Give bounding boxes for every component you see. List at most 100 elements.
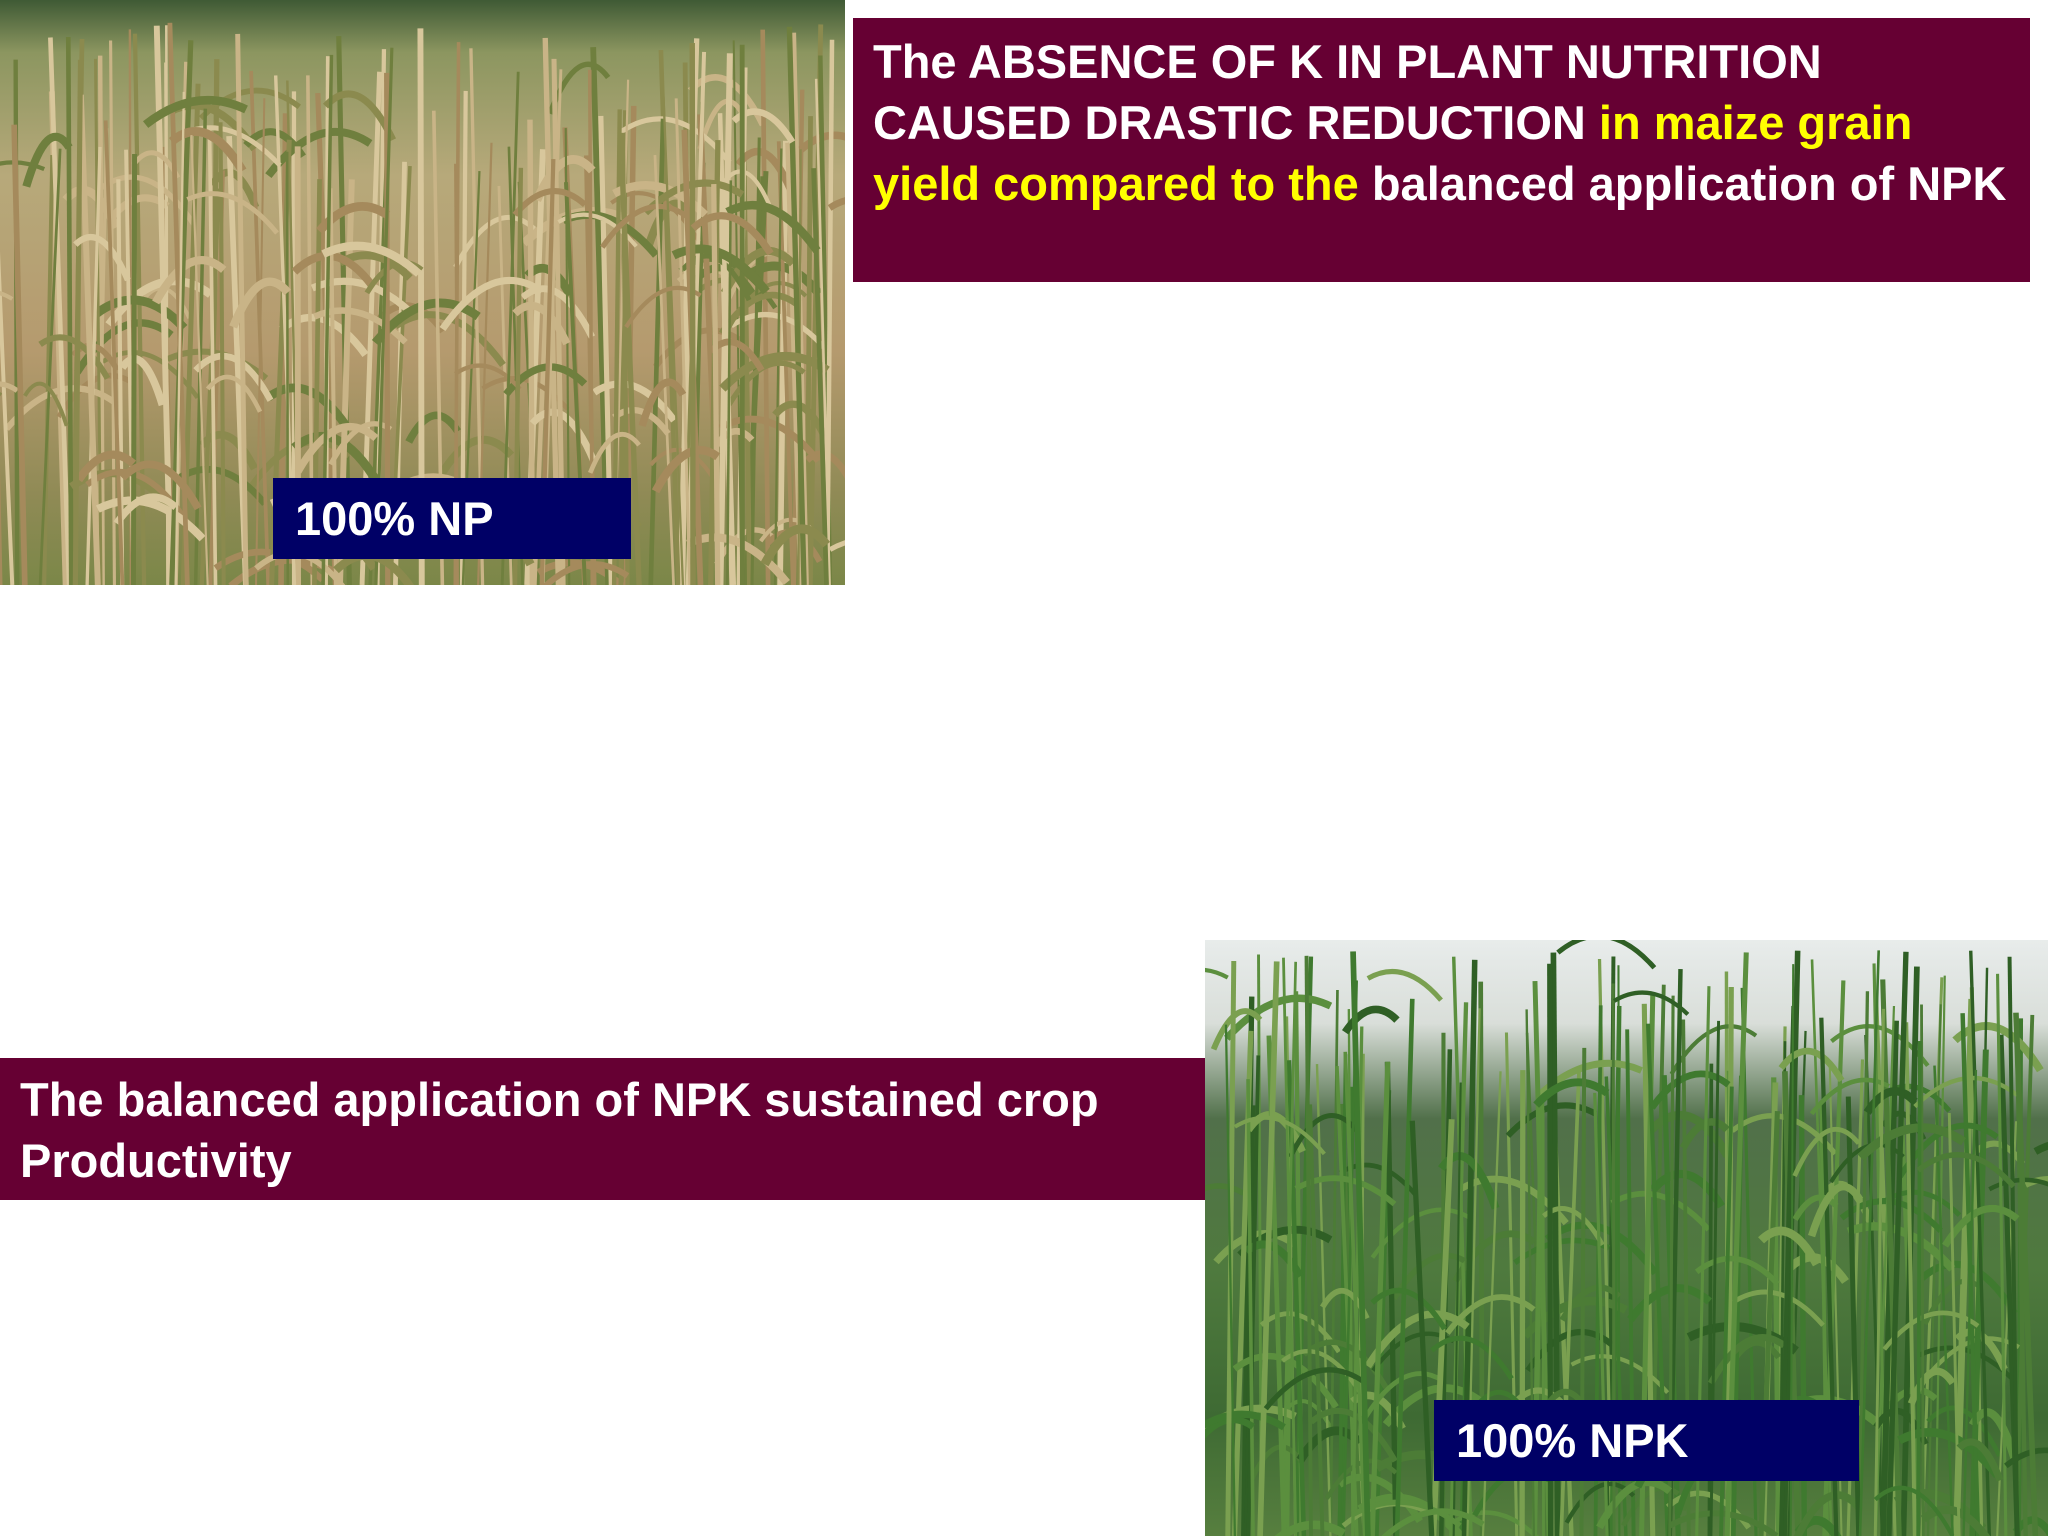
leaf — [726, 360, 806, 407]
leaf — [94, 295, 188, 332]
stalk — [1337, 1054, 1348, 1536]
stalk — [48, 37, 72, 585]
leaf — [1381, 1508, 1485, 1536]
leaf — [638, 378, 687, 428]
leaf — [1649, 1070, 1731, 1110]
leaf — [321, 241, 422, 277]
leaf — [1224, 994, 1333, 1041]
leaf — [1341, 1005, 1400, 1035]
leaf — [1274, 1520, 1346, 1536]
leaf — [1610, 1190, 1711, 1232]
leaf — [600, 203, 692, 249]
stalk — [1343, 1051, 1367, 1536]
leaf — [193, 352, 274, 402]
leaf — [587, 432, 641, 474]
leaf — [1445, 1294, 1536, 1335]
leaf — [1263, 1367, 1367, 1411]
leaf — [205, 374, 263, 413]
stalk — [42, 154, 55, 585]
stalk — [1350, 951, 1371, 1536]
leaf — [532, 155, 596, 202]
leaf — [718, 169, 774, 211]
leaf — [0, 381, 19, 393]
stalk — [811, 168, 829, 585]
leaf — [1612, 990, 1690, 1016]
leaf — [213, 548, 325, 583]
leaf — [1792, 1194, 1839, 1222]
stalk — [38, 148, 62, 585]
leaf — [265, 383, 350, 429]
leaf — [529, 408, 598, 463]
leaf — [198, 431, 258, 471]
leaf — [313, 307, 408, 345]
stalk — [1858, 950, 1880, 1536]
leaf — [671, 244, 770, 295]
leaf — [186, 191, 279, 235]
leaf — [152, 256, 227, 305]
leaf — [1897, 1428, 2001, 1478]
leaf — [22, 132, 73, 188]
stalk — [1916, 1041, 1922, 1536]
leaf — [719, 351, 830, 392]
leaf — [23, 381, 69, 427]
stalk — [174, 91, 185, 585]
leaf — [1649, 1170, 1725, 1209]
leaf — [1371, 1331, 1455, 1372]
leaf — [113, 493, 179, 526]
stalk — [1246, 1079, 1255, 1536]
leaf — [1210, 1008, 1263, 1051]
leaf — [1807, 1182, 1864, 1238]
leaf — [0, 291, 14, 301]
leaf — [73, 234, 131, 282]
stalk — [132, 33, 147, 585]
leaf — [1556, 940, 1657, 970]
leaf — [75, 450, 137, 483]
stalk — [65, 36, 74, 585]
stalk — [235, 33, 249, 585]
leaf — [512, 301, 571, 346]
stalk — [1224, 1024, 1237, 1536]
leaf — [1863, 1087, 1918, 1115]
stalk — [1904, 1022, 1917, 1536]
leaf — [2024, 1176, 2048, 1188]
leaf — [316, 202, 391, 235]
leaf — [2004, 1447, 2048, 1469]
leaf — [439, 276, 544, 332]
leaf — [2012, 1516, 2048, 1536]
stalk — [662, 96, 685, 585]
leaf — [1249, 1444, 1304, 1481]
stalk — [1257, 961, 1280, 1536]
leaf — [435, 435, 515, 480]
caption-highlight: in maize grain yield compared to the — [873, 96, 1913, 210]
stalk — [1308, 1104, 1325, 1536]
stalk — [1962, 1069, 1978, 1536]
stalk — [1880, 979, 1902, 1536]
stalk — [0, 251, 15, 585]
leaf — [619, 116, 732, 164]
stalk — [717, 113, 737, 585]
stalk — [1947, 1112, 1961, 1536]
leaf — [612, 406, 671, 436]
leaf — [310, 277, 413, 314]
leaf — [1233, 1115, 1326, 1156]
leaf — [760, 524, 831, 567]
stalk — [786, 26, 807, 585]
leaf — [1533, 1078, 1610, 1108]
stalk — [1926, 1004, 1942, 1536]
stalk — [93, 58, 103, 585]
leaf — [1778, 1047, 1845, 1083]
leaf — [1857, 1123, 1967, 1161]
stalk — [218, 122, 226, 585]
leaf — [405, 411, 461, 444]
leaf — [119, 460, 202, 511]
stalk — [1246, 1055, 1261, 1536]
stalk — [689, 43, 696, 585]
stalk — [85, 146, 102, 585]
leaf — [690, 212, 774, 256]
leaf — [0, 160, 46, 172]
stalk — [130, 154, 138, 585]
stalk — [726, 180, 733, 585]
leaf — [720, 246, 796, 295]
leaf — [131, 150, 181, 179]
